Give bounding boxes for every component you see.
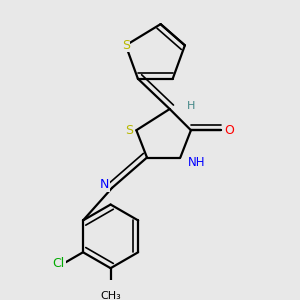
Text: O: O	[224, 124, 234, 137]
Text: H: H	[187, 101, 195, 111]
Text: N: N	[100, 178, 109, 191]
Text: NH: NH	[188, 156, 206, 169]
Text: CH₃: CH₃	[100, 291, 121, 300]
Text: Cl: Cl	[53, 257, 65, 270]
Text: S: S	[125, 124, 133, 137]
Text: S: S	[122, 39, 130, 52]
